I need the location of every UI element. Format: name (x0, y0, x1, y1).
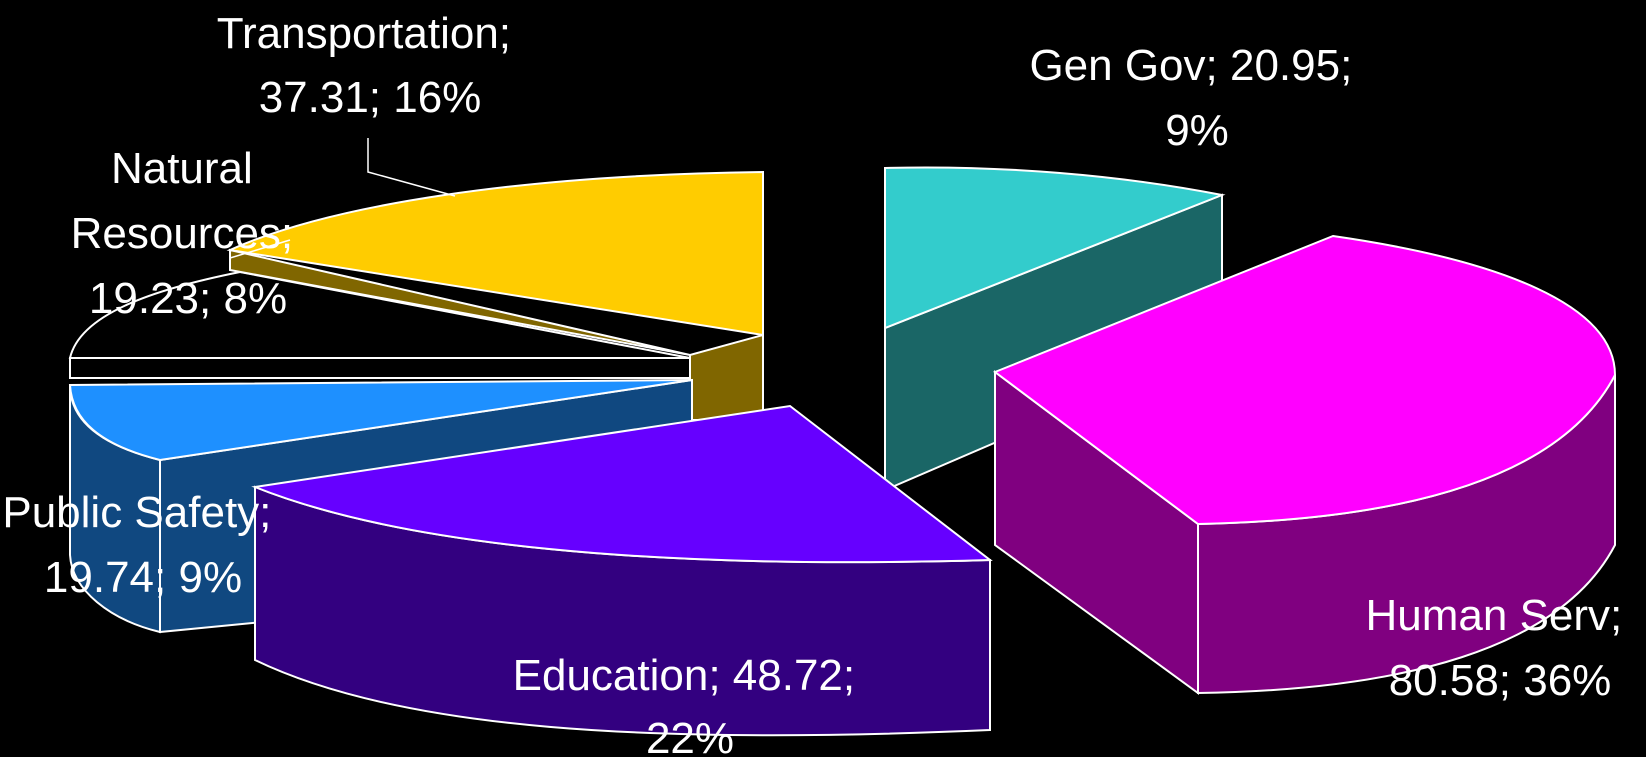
label-natural-resources-line3: 19.23; 8% (89, 274, 287, 323)
label-human-serv: Human Serv; 80.58; 36% (1366, 591, 1635, 705)
label-public-safety: Public Safety; 19.74; 9% (2, 488, 283, 602)
label-public-safety-line2: 19.74; 9% (44, 553, 242, 602)
slice-human-serv-top (992, 234, 1617, 526)
label-transportation: Transportation; 37.31; 16% (217, 9, 524, 122)
slice-human-serv (992, 234, 1617, 695)
label-gen-gov-line2: 9% (1165, 106, 1229, 155)
label-education-line1: Education; 48.72; (513, 651, 855, 700)
label-gen-gov: Gen Gov; 20.95; 9% (1029, 41, 1364, 155)
label-human-serv-line2: 80.58; 36% (1389, 656, 1612, 705)
leader-transportation (367, 138, 456, 197)
label-public-safety-line1: Public Safety; (2, 488, 271, 537)
slice-natural-resources-top (68, 270, 691, 359)
slice-natural-resources-side (69, 357, 691, 379)
label-transportation-line2: 37.31; 16% (259, 73, 482, 122)
label-education-line2: 22% (646, 714, 734, 757)
label-education: Education; 48.72; 22% (513, 651, 868, 757)
slice-education-top (251, 404, 993, 564)
slice-gen-gov-top (884, 166, 1226, 330)
slice-public-safety-top (68, 379, 693, 462)
label-transportation-line1: Transportation; (217, 9, 511, 58)
label-natural-resources-line1: Natural (111, 144, 253, 193)
label-natural-resources: Natural Resources; 19.23; 8% (71, 144, 306, 323)
label-human-serv-line1: Human Serv; (1366, 591, 1623, 640)
leader-natural-resources (229, 239, 291, 259)
slice-education (251, 404, 993, 737)
slice-natural-resources (68, 270, 691, 379)
label-gen-gov-line1: Gen Gov; 20.95; (1029, 41, 1352, 90)
label-natural-resources-line2: Resources; (71, 209, 294, 258)
slice-transportation-top (226, 170, 764, 337)
